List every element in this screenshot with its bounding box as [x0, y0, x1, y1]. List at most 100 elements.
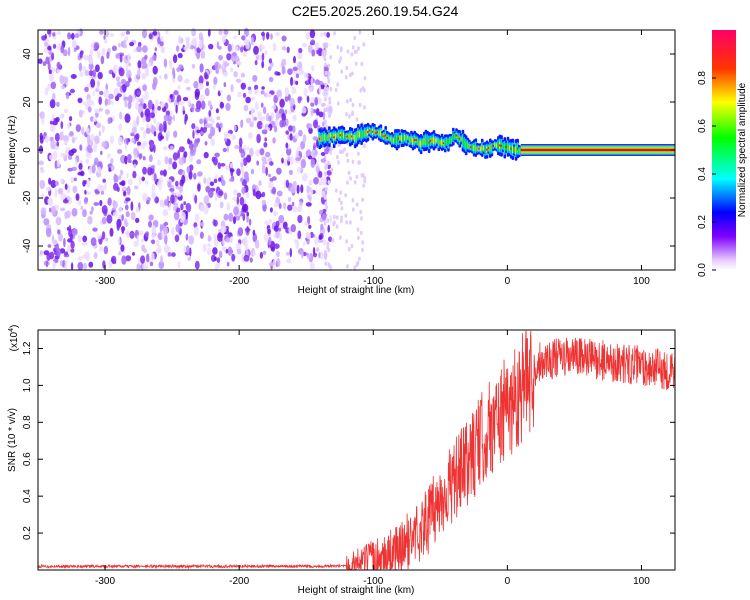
spectrogram-y-tick-label: -20 [22, 190, 33, 205]
noise-cell [293, 56, 296, 63]
noise-cell [144, 91, 149, 100]
noise-cell [188, 257, 191, 261]
noise-cell [151, 253, 155, 262]
noise-cell [74, 33, 79, 38]
noise-cell [262, 192, 266, 197]
noise-cell [219, 251, 223, 259]
noise-cell [186, 87, 191, 91]
noise-cell [301, 251, 304, 258]
noise-cell [142, 84, 147, 91]
noise-cell [253, 189, 256, 197]
noise-cell [170, 194, 175, 203]
noise-cell [161, 231, 164, 239]
noise-cell [316, 79, 320, 85]
noise-cell [56, 142, 59, 147]
noise-cell [205, 88, 210, 96]
noise-cell [123, 40, 127, 48]
noise-cell [261, 61, 264, 69]
noise-cell [41, 193, 44, 200]
noise-cell [263, 142, 267, 148]
noise-cell [206, 81, 209, 86]
noise-cell [319, 85, 321, 94]
noise-cell [348, 247, 351, 251]
noise-cell [265, 167, 268, 176]
noise-cell [154, 107, 157, 113]
noise-cell [307, 255, 312, 259]
noise-cell [211, 118, 215, 124]
noise-cell [204, 72, 208, 79]
noise-cell [134, 186, 139, 190]
noise-cell [53, 239, 58, 245]
noise-cell [97, 50, 101, 59]
noise-cell [240, 46, 243, 52]
noise-cell [228, 246, 233, 256]
noise-cell [53, 151, 58, 160]
spectrogram-y-label: Frequency (Hz) [7, 116, 18, 185]
noise-cell [128, 62, 131, 66]
noise-cell [279, 233, 282, 241]
noise-cell [83, 55, 89, 60]
noise-cell [137, 91, 141, 96]
noise-cell [242, 204, 248, 212]
noise-cell [93, 90, 95, 96]
noise-cell [304, 221, 308, 226]
noise-cell [235, 46, 239, 52]
noise-cell [133, 164, 136, 169]
noise-cell [138, 153, 142, 159]
noise-cell [344, 214, 347, 218]
noise-cell [307, 195, 310, 200]
noise-cell [63, 199, 69, 204]
noise-cell [191, 123, 195, 129]
noise-cell [126, 139, 129, 145]
noise-cell [351, 52, 354, 56]
snr-series-line [38, 331, 675, 569]
noise-cell [325, 71, 328, 75]
noise-cell [125, 231, 129, 236]
noise-cell [253, 251, 256, 256]
noise-cell [208, 189, 213, 198]
noise-cell [246, 118, 251, 124]
noise-cell [113, 65, 118, 74]
noise-cell [178, 75, 183, 82]
noise-cell [57, 159, 60, 167]
noise-cell [231, 254, 235, 262]
noise-cell [123, 191, 126, 196]
noise-cell [153, 77, 158, 86]
noise-cell [220, 90, 223, 94]
noise-cell [274, 243, 280, 249]
noise-cell [352, 45, 355, 49]
noise-cell [216, 108, 219, 113]
noise-cell [70, 248, 74, 252]
noise-cell [118, 207, 122, 214]
noise-cell [92, 164, 96, 173]
snr-x-tick-label: -200 [229, 576, 249, 587]
noise-cell [111, 101, 114, 106]
snr-y-tick-label: 0.2 [22, 526, 33, 540]
noise-cell [303, 88, 307, 97]
noise-cell [337, 160, 340, 164]
noise-cell [295, 157, 301, 161]
noise-cell [246, 192, 250, 198]
noise-cell [56, 31, 61, 35]
colorbar-tick-label: 0.0 [697, 263, 708, 277]
noise-cell [349, 98, 352, 102]
noise-cell [326, 32, 330, 38]
noise-cell [53, 44, 56, 49]
noise-cell [69, 116, 72, 121]
noise-cell [232, 56, 235, 62]
noise-cell [349, 220, 352, 224]
noise-cell [164, 156, 168, 164]
noise-cell [67, 32, 71, 39]
noise-cell [163, 146, 168, 150]
noise-cell [199, 32, 203, 40]
noise-cell [328, 97, 331, 101]
noise-cell [362, 42, 365, 46]
noise-cell [208, 110, 211, 117]
noise-cell [347, 49, 350, 53]
noise-cell [118, 43, 121, 48]
noise-cell [260, 148, 265, 155]
noise-cell [340, 46, 343, 50]
noise-cell [104, 39, 107, 43]
noise-cell [178, 101, 184, 105]
noise-cell [85, 70, 90, 76]
